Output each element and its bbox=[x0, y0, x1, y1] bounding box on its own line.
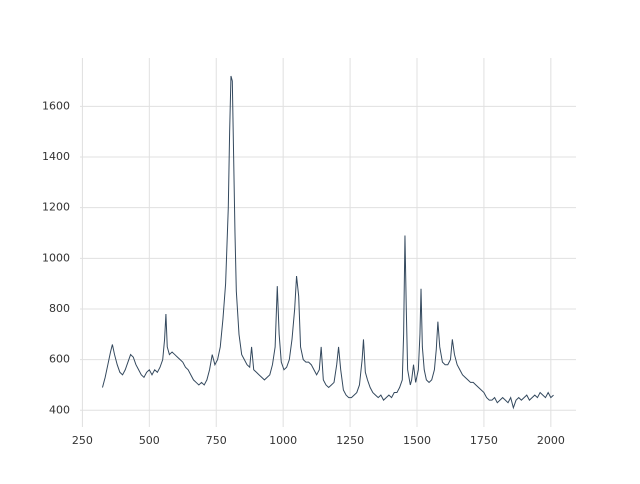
x-tick-label: 1000 bbox=[269, 434, 297, 447]
y-tick-label: 1600 bbox=[42, 99, 70, 112]
x-tick-label: 2000 bbox=[537, 434, 565, 447]
y-tick-label: 400 bbox=[49, 403, 70, 416]
y-tick-label: 1200 bbox=[42, 201, 70, 214]
y-tick-label: 800 bbox=[49, 302, 70, 315]
y-tick-label: 600 bbox=[49, 353, 70, 366]
x-tick-label: 750 bbox=[206, 434, 227, 447]
spectrum-line bbox=[101, 75, 554, 410]
x-tick-label: 500 bbox=[139, 434, 160, 447]
y-tick-label: 1400 bbox=[42, 150, 70, 163]
y-tick-label: 1000 bbox=[42, 251, 70, 264]
x-tick-label: 250 bbox=[72, 434, 93, 447]
x-tick-label: 1250 bbox=[336, 434, 364, 447]
x-tick-label: 1500 bbox=[403, 434, 431, 447]
x-tick-label: 1750 bbox=[470, 434, 498, 447]
